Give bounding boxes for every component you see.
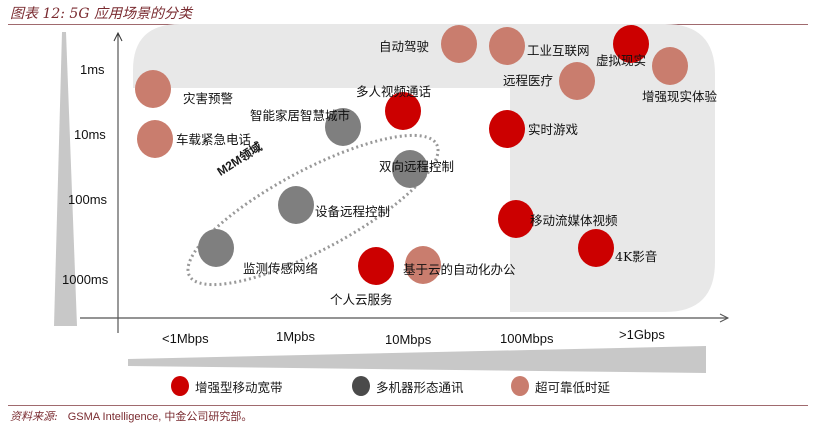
label-realtime-gaming: 实时游戏 [528, 122, 579, 137]
label-bidirectional-remote-control: 双向远程控制 [379, 159, 455, 174]
legend-embb: 增强型移动宽带 [171, 376, 283, 396]
label-industrial-iot: 工业互联网 [527, 43, 590, 58]
node-bidirectional-remote-control [392, 150, 428, 188]
label-virtual-reality: 虚拟现实 [596, 53, 647, 68]
y-tick-1000ms: 1000ms [62, 272, 109, 287]
node-multi-video-call [385, 92, 421, 130]
label-smart-home-city: 智能家居智慧城市 [250, 108, 351, 123]
label-autonomous-driving: 自动驾驶 [379, 39, 430, 54]
legend-embb-swatch [171, 376, 189, 396]
node-realtime-gaming [489, 110, 525, 148]
y-tick-1ms: 1ms [80, 62, 105, 77]
label-device-remote-control: 设备远程控制 [315, 204, 391, 219]
node-disaster-warning [135, 70, 171, 108]
node-ar-experience [652, 47, 688, 85]
node-autonomous-driving [441, 25, 477, 63]
legend-urllc: 超可靠低时延 [511, 376, 610, 396]
node-smart-home-city [325, 108, 361, 146]
node-personal-cloud [358, 247, 394, 285]
node-cloud-office-automation [405, 246, 441, 284]
label-vehicle-ecall: 车载紧急电话 [176, 132, 252, 147]
y-tick-10ms: 10ms [74, 127, 106, 142]
node-vehicle-ecall [137, 120, 173, 158]
label-disaster-warning: 灾害预警 [183, 91, 234, 106]
legend-m2m-swatch [352, 376, 370, 396]
x-tick-1mbps: 1Mpbs [276, 329, 316, 344]
node-industrial-iot [489, 27, 525, 65]
bandwidth-wedge [128, 346, 706, 373]
latency-wedge [54, 32, 77, 326]
x-tick-10mbps: 10Mbps [385, 332, 432, 347]
legend-m2m: 多机器形态通讯 [352, 376, 464, 396]
label-4k-av: 4K影音 [615, 249, 658, 264]
node-remote-medical [559, 62, 595, 100]
label-ar-experience: 增强现实体验 [642, 89, 718, 104]
label-personal-cloud: 个人云服务 [330, 292, 393, 307]
source-note: 资料来源: GSMA Intelligence, 中金公司研究部。 [10, 410, 253, 423]
bottom-divider [8, 405, 808, 406]
x-tick-gt1gbps: >1Gbps [619, 327, 665, 342]
node-4k-av [578, 229, 614, 267]
legend-urllc-swatch [511, 376, 529, 396]
x-tick-lt1mbps: <1Mbps [162, 331, 209, 346]
label-multi-video-call: 多人视频通话 [356, 84, 432, 99]
label-remote-medical: 远程医疗 [503, 73, 554, 88]
label-cloud-office-automation: 基于云的自动化办公 [403, 262, 516, 277]
x-tick-100mbps: 100Mbps [500, 331, 554, 346]
node-monitoring-sensor-network [198, 229, 234, 267]
m2m-boundary [186, 133, 440, 287]
label-monitoring-sensor-network: 监测传感网络 [243, 261, 319, 276]
y-tick-100ms: 100ms [68, 192, 108, 207]
node-virtual-reality [613, 25, 649, 63]
label-mobile-streaming: 移动流媒体视频 [530, 213, 618, 228]
figure-title: 图表 12: 5G 应用场景的分类 [10, 6, 192, 22]
node-device-remote-control [278, 186, 314, 224]
node-mobile-streaming [498, 200, 534, 238]
